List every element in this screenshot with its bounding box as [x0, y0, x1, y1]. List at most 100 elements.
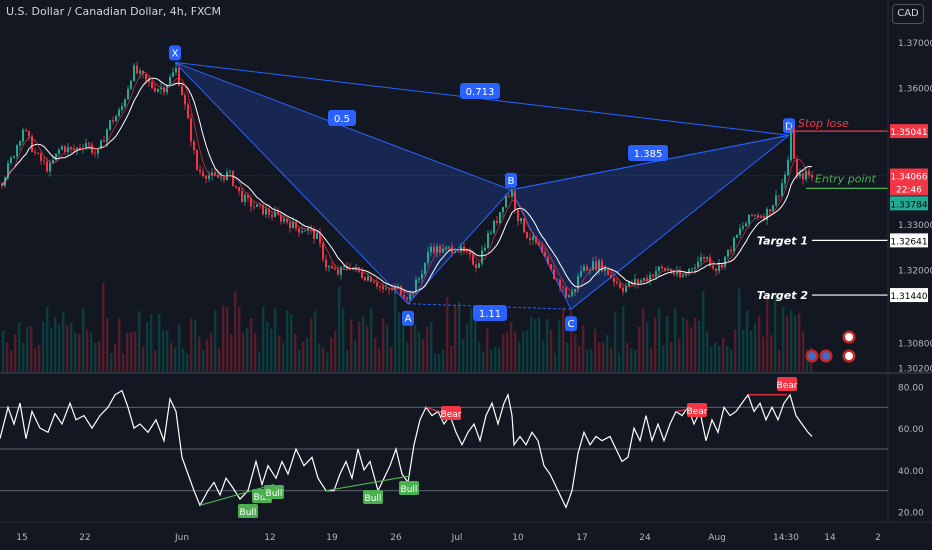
- currency-button[interactable]: CAD: [892, 4, 924, 24]
- candle-body: [178, 67, 180, 86]
- candle-body: [388, 288, 390, 290]
- candle-body: [763, 216, 765, 220]
- candle-body: [493, 220, 495, 233]
- candle-body: [208, 175, 210, 179]
- volume-bar: [534, 319, 537, 372]
- volume-bar: [154, 350, 157, 372]
- candle-body: [28, 130, 30, 137]
- volume-bar: [62, 311, 65, 372]
- volume-bar: [678, 338, 681, 372]
- candle-body: [799, 173, 801, 177]
- volume-bar: [366, 325, 369, 372]
- pattern-point-box: [565, 316, 577, 332]
- candle-body: [331, 266, 333, 269]
- volume-bar: [602, 342, 605, 372]
- volume-bar: [526, 330, 529, 372]
- candle-body: [670, 269, 672, 273]
- candle-body: [10, 157, 12, 164]
- volume-bar: [690, 327, 693, 372]
- volume-bar: [714, 342, 717, 372]
- candle-body: [217, 174, 219, 178]
- candle-body: [187, 104, 189, 119]
- rsi-tick-label: 40.00: [898, 467, 924, 477]
- candle-body: [115, 116, 117, 122]
- volume-bar: [38, 344, 41, 372]
- entry-price: 1.33784: [890, 200, 927, 210]
- candle-body: [625, 286, 627, 292]
- candle-body: [238, 187, 240, 191]
- volume-bar: [586, 349, 589, 372]
- candle-body: [535, 236, 537, 243]
- volume-bar: [766, 292, 769, 372]
- volume-bar: [114, 343, 117, 372]
- volume-bar: [614, 312, 617, 372]
- candle-body: [1, 183, 3, 186]
- volume-bar: [162, 330, 165, 372]
- candle-body: [652, 274, 654, 277]
- volume-bar: [198, 336, 201, 372]
- volume-bar: [490, 349, 493, 372]
- volume-bar: [542, 340, 545, 372]
- rsi-tick-label: 80.00: [898, 383, 924, 393]
- volume-bar: [126, 332, 129, 372]
- candle-body: [484, 247, 486, 251]
- candle-body: [538, 242, 540, 246]
- volume-bar: [498, 348, 501, 372]
- candle-body: [13, 156, 15, 158]
- candle-body: [742, 226, 744, 229]
- volume-bar: [86, 330, 89, 372]
- candle-body: [706, 257, 708, 259]
- candle-body: [19, 141, 21, 146]
- candle-body: [40, 153, 42, 161]
- candle-body: [733, 237, 735, 252]
- candle-body: [496, 220, 498, 223]
- candle-body: [766, 209, 768, 220]
- stop-loss-price: 1.35041: [890, 128, 927, 138]
- volume-bar: [494, 347, 497, 372]
- volume-bar: [430, 322, 433, 372]
- candle-body: [406, 297, 408, 300]
- candle-body: [73, 148, 75, 151]
- candle-body: [481, 250, 483, 264]
- pattern-point-label: X: [172, 48, 179, 59]
- candle-body: [70, 147, 72, 149]
- candle-body: [718, 264, 720, 272]
- candle-body: [517, 209, 519, 222]
- candle-body: [112, 120, 114, 122]
- volume-bar: [10, 350, 13, 372]
- candle-body: [244, 194, 246, 203]
- volume-bar: [666, 315, 669, 372]
- candle-body: [478, 263, 480, 269]
- target2-price-box: [890, 288, 928, 303]
- flag-icon: [822, 352, 830, 360]
- candle-body: [664, 268, 666, 271]
- pattern-line-bd: [510, 134, 790, 191]
- volume-bar: [66, 325, 69, 372]
- candle-body: [622, 287, 624, 292]
- price-tick-label: 1.33000: [898, 221, 932, 231]
- candle-body: [679, 270, 681, 278]
- candle-body: [715, 268, 717, 272]
- candle-body: [760, 216, 762, 218]
- volume-bar: [794, 315, 797, 372]
- volume-bar: [670, 342, 673, 372]
- candle-body: [370, 276, 372, 282]
- harmonic-pattern: 0.5 0.713 1.385 1.11 X A B C D: [169, 45, 795, 332]
- volume-bar: [702, 291, 705, 372]
- volume-bar: [158, 314, 161, 372]
- volume-bar: [238, 306, 241, 372]
- time-tick-label: 2: [875, 533, 881, 543]
- volume-bar: [134, 331, 137, 372]
- candle-body: [250, 197, 252, 207]
- volume-bar: [278, 335, 281, 372]
- volume-bar: [102, 282, 105, 372]
- bull-signal-label: Bull: [365, 494, 382, 504]
- volume-bar: [514, 331, 517, 372]
- candle-body: [295, 221, 297, 229]
- volume-bar: [26, 327, 29, 372]
- candle-body: [793, 128, 795, 159]
- target-label: Target 1: [757, 234, 808, 247]
- volume-bar: [178, 324, 181, 372]
